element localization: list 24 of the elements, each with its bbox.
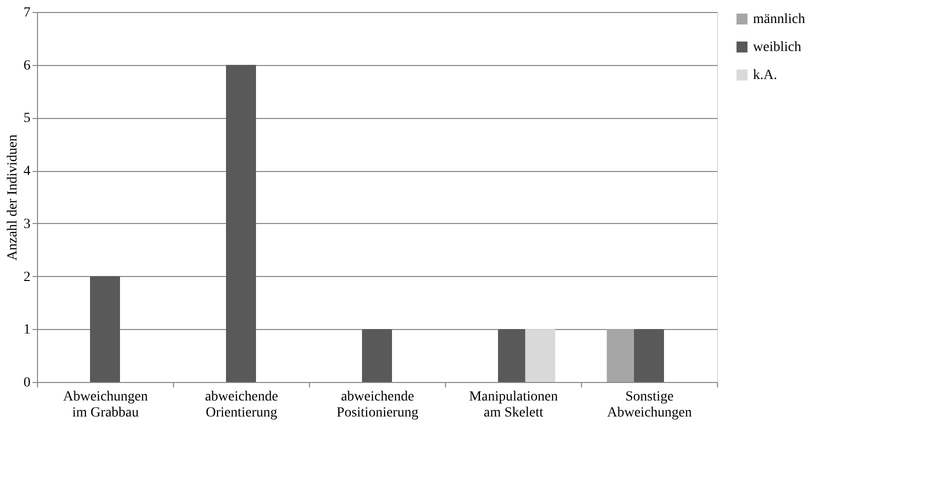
legend-label: männlich bbox=[753, 12, 806, 27]
bar bbox=[362, 329, 392, 382]
x-tick-label: Manipulationen am Skelett bbox=[469, 390, 558, 420]
bar bbox=[606, 329, 637, 382]
y-tick-label: 1 bbox=[24, 322, 30, 338]
bar bbox=[525, 329, 556, 382]
x-tick-label: abweichende Orientierung bbox=[204, 390, 278, 420]
x-tick-label: Sonstige Abweichungen bbox=[607, 390, 692, 420]
y-tick-label: 0 bbox=[24, 376, 30, 390]
legend-label: k.A. bbox=[753, 68, 778, 83]
bar bbox=[634, 329, 664, 382]
y-tick-label: 4 bbox=[24, 164, 30, 180]
x-tick-label: Abweichungen im Grabbau bbox=[63, 390, 148, 420]
x-tick-label: abweichende Positionierung bbox=[336, 390, 418, 420]
y-tick-label: 7 bbox=[24, 6, 30, 20]
y-tick-label: 2 bbox=[24, 270, 30, 285]
y-tick-label: 5 bbox=[24, 111, 30, 126]
y-tick-label: 3 bbox=[24, 216, 30, 232]
y-axis-title: Anzahl der Individuen bbox=[6, 134, 20, 260]
legend-label: weiblich bbox=[753, 40, 802, 55]
bar bbox=[226, 64, 256, 382]
bar bbox=[90, 276, 120, 382]
y-tick-label: 6 bbox=[24, 58, 30, 74]
bar bbox=[498, 329, 528, 382]
